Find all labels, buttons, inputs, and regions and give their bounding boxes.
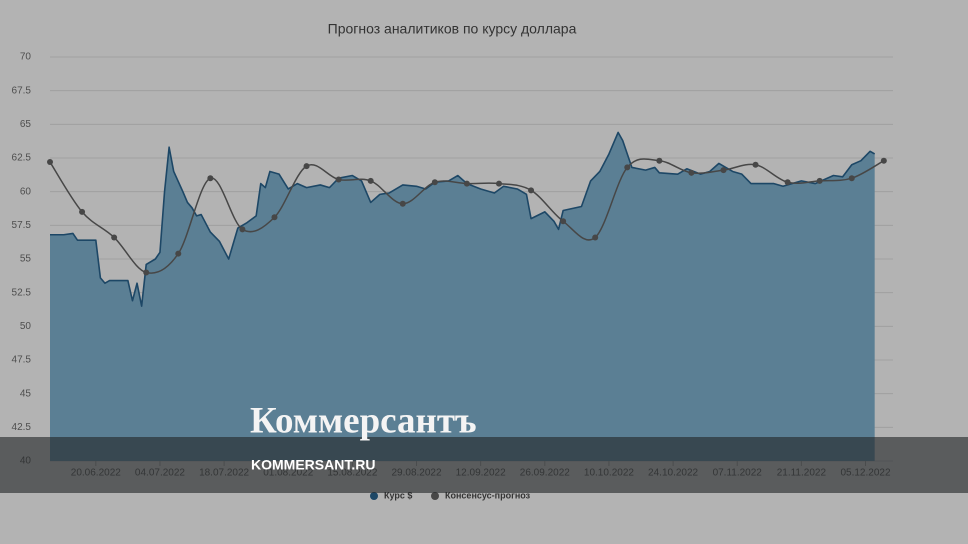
- point: [47, 159, 53, 166]
- point: [431, 179, 438, 186]
- y-tick-label: 67.5: [12, 85, 32, 96]
- watermark-logo: Коммерсантъ: [250, 400, 477, 441]
- legend-label: Консенсус-прогноз: [445, 490, 531, 500]
- watermark-site: KOMMERSANT.RU: [251, 457, 375, 473]
- y-tick-label: 42.5: [12, 422, 32, 433]
- point: [848, 175, 855, 182]
- point: [111, 234, 118, 241]
- point: [688, 169, 695, 176]
- point: [495, 180, 502, 187]
- watermark-band: [0, 437, 968, 493]
- point: [239, 226, 246, 233]
- y-tick-label: 62.5: [12, 153, 32, 164]
- point: [79, 208, 86, 215]
- point: [528, 187, 535, 194]
- chart-title: Прогноз аналитиков по курсу доллара: [328, 21, 577, 37]
- y-tick-label: 70: [20, 52, 32, 63]
- point: [656, 157, 663, 164]
- point: [463, 180, 470, 187]
- legend-marker: [370, 492, 378, 500]
- area-fill: [50, 132, 875, 461]
- point: [399, 200, 406, 207]
- point: [367, 177, 374, 184]
- point: [303, 163, 310, 170]
- point: [624, 164, 631, 171]
- legend-marker: [431, 492, 439, 500]
- y-tick-label: 65: [20, 119, 32, 130]
- point: [271, 214, 278, 221]
- point: [207, 175, 214, 182]
- point: [720, 167, 727, 174]
- point: [560, 218, 567, 225]
- point: [784, 179, 791, 186]
- y-tick-label: 47.5: [12, 355, 32, 366]
- y-tick-label: 52.5: [12, 287, 32, 298]
- point: [816, 177, 823, 184]
- y-tick-label: 57.5: [12, 220, 32, 231]
- y-tick-label: 50: [20, 321, 32, 332]
- y-tick-label: 45: [20, 388, 32, 399]
- point: [752, 161, 759, 168]
- point: [175, 250, 182, 257]
- legend-label: Курс $: [384, 490, 412, 500]
- point: [143, 269, 150, 276]
- point: [335, 176, 342, 183]
- y-tick-label: 60: [20, 186, 32, 197]
- y-tick-label: 55: [20, 254, 32, 265]
- point: [880, 157, 887, 164]
- point: [592, 234, 599, 241]
